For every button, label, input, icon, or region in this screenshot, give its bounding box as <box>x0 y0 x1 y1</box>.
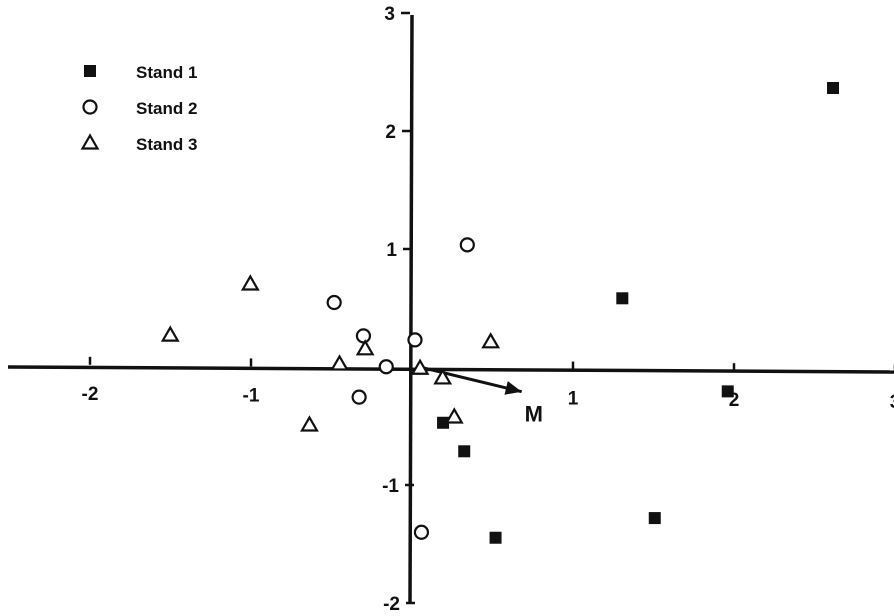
y-axis-line <box>408 14 414 605</box>
y-tick-label: 3 <box>384 4 395 25</box>
data-point-open-triangle <box>410 358 430 375</box>
data-point-open-triangle <box>444 407 464 424</box>
data-point-open-circle <box>459 237 475 253</box>
y-tick-label: 2 <box>385 122 396 143</box>
axes <box>7 14 894 605</box>
data-point-open-triangle <box>330 354 349 371</box>
data-point-filled-square <box>721 385 734 398</box>
x-tick-label: 1 <box>568 389 579 410</box>
y-tick-label: 1 <box>386 240 397 261</box>
x-tick-label: 3 <box>890 392 894 413</box>
legend: Stand 1 Stand 2 Stand 3 <box>80 63 197 154</box>
x-tick-label: -2 <box>82 384 99 405</box>
legend-label: Stand 2 <box>136 99 197 118</box>
tick-labels: -2 -1 1 2 3 -2 -1 1 2 3 <box>82 4 894 615</box>
legend-marker-open-circle <box>82 99 98 115</box>
tick-marks <box>88 11 894 605</box>
data-point-filled-square <box>489 531 502 544</box>
data-point-open-triangle <box>355 339 375 356</box>
legend-label: Stand 1 <box>136 63 197 82</box>
legend-marker-open-triangle <box>80 133 100 150</box>
data-point-open-triangle <box>300 415 319 432</box>
x-axis-line <box>7 365 894 374</box>
annotation: M <box>419 365 543 427</box>
data-point-open-circle <box>413 524 430 540</box>
data-point-filled-square <box>827 82 840 95</box>
data-point-open-circle <box>326 294 342 311</box>
data-point-open-triangle <box>240 274 260 291</box>
data-point-filled-square <box>648 512 661 525</box>
data-point-filled-square <box>437 416 450 429</box>
data-point-open-circle <box>378 359 394 375</box>
data-point-filled-square <box>458 445 471 458</box>
data-point-open-triangle <box>433 368 453 385</box>
data-point-open-triangle <box>481 332 501 349</box>
annotation-arrowhead <box>504 381 522 395</box>
data-points <box>160 82 840 544</box>
data-point-open-circle <box>407 332 423 348</box>
legend-marker-filled-square <box>84 65 96 77</box>
x-tick-label: -1 <box>243 385 260 406</box>
annotation-label: M <box>525 402 543 427</box>
data-point-open-circle <box>351 389 367 405</box>
data-point-open-circle <box>355 328 372 344</box>
data-point-filled-square <box>616 292 629 305</box>
y-tick-label: -2 <box>383 594 400 615</box>
data-point-open-triangle <box>160 325 180 342</box>
y-tick-label: -1 <box>382 476 399 497</box>
annotation-arrow-line <box>419 365 523 394</box>
x-tick-label: 2 <box>729 390 740 411</box>
legend-label: Stand 3 <box>136 135 197 154</box>
